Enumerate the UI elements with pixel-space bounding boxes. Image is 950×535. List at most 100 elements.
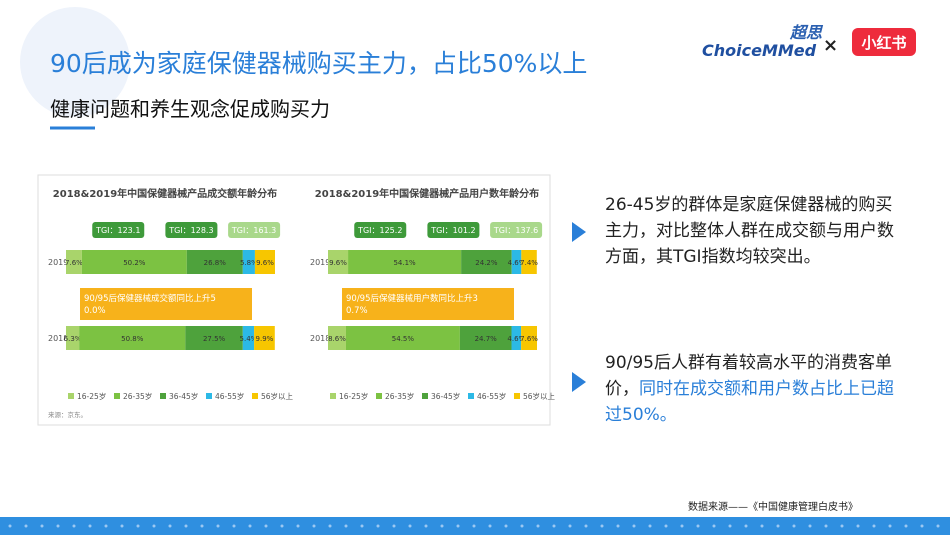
callout: 90/95后保健器械成交额同比上升5 0.0% (84, 293, 216, 316)
bullet (572, 372, 586, 392)
decor-dot (792, 524, 796, 528)
bar-segment (511, 250, 522, 274)
decor-dot (248, 524, 252, 528)
decor-dot (40, 524, 44, 528)
decor-dot (472, 524, 476, 528)
decor-dot (56, 524, 60, 528)
legend-label: 56岁以上 (261, 391, 294, 401)
value-label: 50.2% (123, 259, 146, 267)
legend-swatch (422, 393, 428, 399)
value-label: 24.7% (475, 335, 498, 343)
point: 26-45岁的群体是家庭保健器械的购买主力，对比整体人群在成交额与用户数方面，其… (605, 192, 900, 270)
legend-label: 16-25岁 (339, 391, 368, 401)
decor-dot (8, 524, 12, 528)
decor-dot (152, 524, 156, 528)
point-text: 90/95后人群有着较高水平的消费客单价， (605, 353, 892, 399)
decor-dot (216, 524, 220, 528)
bar-segment (185, 326, 243, 350)
decor-dot (536, 524, 540, 528)
bar-segment (328, 326, 346, 350)
tgi-label: TGI：128.3 (168, 226, 213, 235)
value-label: 27.5% (203, 335, 226, 343)
decor-dot (504, 524, 508, 528)
callout-box (342, 288, 514, 320)
bar-segment (242, 326, 255, 350)
decor-dot (312, 524, 316, 528)
cross: × (823, 35, 838, 56)
y-tick-label: 2019 (48, 258, 68, 267)
partner-badge (852, 28, 916, 56)
tgi-label: TGI：161.3 (231, 226, 276, 235)
decor-dot (568, 524, 572, 528)
decor-dot (888, 524, 892, 528)
decor-dot (808, 524, 812, 528)
decor-dot (616, 524, 620, 528)
value-label: 7.4% (520, 259, 538, 267)
legend-swatch (252, 393, 258, 399)
decor-dot (584, 524, 588, 528)
tgi-label: TGI：137.6 (493, 226, 538, 235)
decor-dot (904, 524, 908, 528)
bar-segment (521, 250, 537, 274)
decor-dot (24, 524, 28, 528)
legend-swatch (114, 393, 120, 399)
decor-dot (200, 524, 204, 528)
decor-dot (664, 524, 668, 528)
legend-swatch (68, 393, 74, 399)
callout: 90/95后保健器械用户数同比上升3 0.7% (346, 293, 478, 316)
decor-dot (760, 524, 764, 528)
tgi-badge (490, 222, 543, 238)
bar-segment (79, 326, 186, 350)
value-label: 8.6% (328, 335, 346, 343)
decor-dot (104, 524, 108, 528)
source: 来源：京东。 (48, 410, 87, 419)
subtitle: 健康问题和养生观念促成购买力 (50, 97, 330, 121)
decor-dot (776, 524, 780, 528)
y-tick-label: 2018 (48, 334, 68, 343)
bar-segment (348, 250, 462, 274)
value-label: 26.8% (204, 259, 227, 267)
bar-segment (461, 250, 512, 274)
decor-dot (72, 524, 76, 528)
legend-swatch (206, 393, 212, 399)
decor-dot (408, 524, 412, 528)
bar-segment (328, 250, 349, 274)
tgi-badge (427, 222, 480, 238)
chart-title: 2018&2019年中国保健器械产品用户数年龄分布 (315, 187, 539, 200)
legend-label: 56岁以上 (523, 391, 556, 401)
legend-swatch (514, 393, 520, 399)
value-label: 6.3% (64, 335, 82, 343)
decor-dot (600, 524, 604, 528)
decor-dot (552, 524, 556, 528)
decor-dot (856, 524, 860, 528)
legend-label: 16-25岁 (77, 391, 106, 401)
bar-segment (511, 326, 522, 350)
legend-label: 46-55岁 (477, 391, 506, 401)
decor-dot (696, 524, 700, 528)
tgi-badge (165, 222, 218, 238)
bar-segment (66, 250, 82, 274)
decor-dot (376, 524, 380, 528)
value-label: 9.6% (256, 259, 274, 267)
tgi-badge (228, 222, 281, 238)
value-label: 24.2% (475, 259, 498, 267)
decor-dot (328, 524, 332, 528)
decor-dot (280, 524, 284, 528)
decor-dot (920, 524, 924, 528)
footer: 数据来源——《中国健康管理白皮书》 (688, 500, 858, 513)
decor-dot (680, 524, 684, 528)
decor-dot (520, 524, 524, 528)
decor-dot (728, 524, 732, 528)
chart-title: 2018&2019年中国保健器械产品成交额年龄分布 (53, 187, 277, 200)
y-tick-label: 2019 (310, 258, 330, 267)
legend-label: 46-55岁 (215, 391, 244, 401)
decor-dot (936, 524, 940, 528)
legend-swatch (376, 393, 382, 399)
logo-cn: 超思 (789, 23, 824, 42)
bar-segment (81, 250, 187, 274)
tgi-label: TGI：125.2 (357, 226, 402, 235)
tgi-badge (354, 222, 407, 238)
decor-dot (440, 524, 444, 528)
